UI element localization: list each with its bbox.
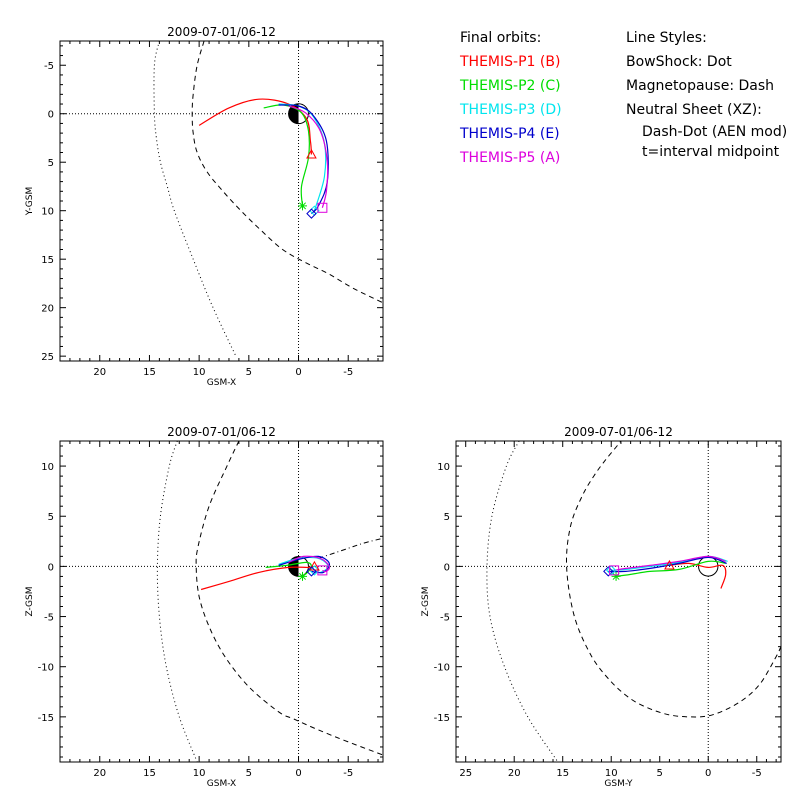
- y-tick-label: 15: [41, 255, 54, 266]
- y-tick-label: -15: [434, 713, 450, 724]
- y-tick-label: 10: [41, 462, 54, 473]
- plot-frame: [59, 440, 384, 763]
- panel-xz: 20 15 10 5 0 -5 10 5 0 -5 -10 -15 2009-07-01/06-12 GS…: [25, 425, 384, 789]
- bowshock-curve: [486, 441, 559, 762]
- x-tick-label: 10: [193, 367, 206, 378]
- orbit-end-marker-1: [306, 148, 317, 159]
- orbit-end-marker-5: [609, 565, 620, 576]
- x-tick-label: 15: [143, 367, 156, 378]
- orbit-4: [278, 555, 331, 574]
- legend-entry-p3: THEMIS-P3 (D): [460, 102, 562, 118]
- x-tick-label: 20: [93, 768, 106, 779]
- orbit-end-marker-5: [317, 202, 328, 213]
- magnetopause-curve: [191, 41, 383, 304]
- x-tick-label: -5: [343, 768, 353, 779]
- x-tick-label: 0: [705, 768, 711, 779]
- y-tick-label: 0: [48, 562, 54, 573]
- legend-style-magnetopause: Magnetopause: Dash: [626, 78, 775, 94]
- y-tick-label: 10: [437, 462, 450, 473]
- plot-frame: [455, 440, 782, 763]
- x-axis-label: GSM-X: [207, 378, 236, 388]
- orbit-2: [616, 560, 726, 577]
- plot-frame: [59, 40, 384, 362]
- y-tick-label: -5: [44, 61, 54, 72]
- panel-yz: 25 20 15 10 5 0 -5 10 5 0 -5 -10 -15 2009-07-01/06-12…: [421, 425, 782, 789]
- orbit-5: [288, 105, 329, 208]
- y-axis-label: Y-GSM: [25, 187, 35, 216]
- y-tick-label: -5: [440, 613, 450, 624]
- orbit-2: [265, 561, 312, 577]
- legend-style-dashdot: Dash-Dot (AEN mod): [642, 124, 788, 140]
- plot-title: 2009-07-01/06-12: [167, 25, 276, 39]
- y-tick-label: 20: [41, 304, 54, 315]
- orbit-5: [614, 555, 726, 571]
- x-tick-label: 0: [295, 367, 301, 378]
- y-axis-label: Z-GSM: [421, 586, 431, 616]
- x-tick-label: 15: [143, 768, 156, 779]
- orbit-4: [608, 556, 727, 573]
- orbit-end-marker-4: [306, 208, 317, 219]
- orbit-end-marker-1: [664, 559, 675, 570]
- x-axis-label: GSM-X: [207, 779, 236, 789]
- panel-plot-area-yz: [456, 441, 781, 762]
- x-tick-label: 5: [246, 367, 252, 378]
- y-tick-label: -10: [38, 663, 54, 674]
- x-tick-label: 0: [295, 768, 301, 779]
- panel-plot-area-xy: [60, 41, 383, 361]
- y-tick-label: 5: [444, 512, 450, 523]
- orbit-end-marker-2: [297, 201, 307, 211]
- magnetopause-curve: [565, 441, 781, 718]
- orbit-4: [278, 104, 329, 215]
- orbit-end-marker-4: [603, 566, 614, 577]
- plot-title: 2009-07-01/06-12: [167, 425, 276, 439]
- legend-line-styles: Line Styles: BowShock: Dot Magnetopause:…: [626, 26, 787, 162]
- magnetopause-curve: [195, 441, 383, 756]
- legend-style-midpoint: t=interval midpoint: [642, 144, 780, 160]
- orbit-1: [669, 562, 727, 589]
- x-tick-label: 10: [193, 768, 206, 779]
- x-tick-label: 20: [93, 367, 106, 378]
- y-tick-label: 10: [41, 207, 54, 218]
- legend-entry-p5: THEMIS-P5 (A): [460, 150, 561, 166]
- y-tick-label: 5: [48, 512, 54, 523]
- y-tick-label: -10: [434, 663, 450, 674]
- legend-style-bowshock: BowShock: Dot: [626, 54, 732, 70]
- orbit-5: [288, 555, 331, 573]
- x-tick-label: -5: [343, 367, 353, 378]
- panel-xy: 20 15 10 5 0 -5 -5 0 5 10 15 20 25 2009-07-01/06-12 GS…: [25, 25, 384, 388]
- bowshock-curve: [156, 441, 198, 762]
- orbit-end-marker-2: [297, 571, 307, 581]
- neutral-sheet-curve: [318, 537, 383, 559]
- legend-styles-title: Line Styles:: [626, 30, 707, 46]
- legend-final-orbits: Final orbits: THEMIS-P1 (B) THEMIS-P2 (C…: [460, 26, 562, 170]
- legend-entry-p2: THEMIS-P2 (C): [460, 78, 561, 94]
- panel-plot-area-xz: [60, 441, 383, 762]
- y-tick-label: -15: [38, 713, 54, 724]
- x-tick-label: 5: [657, 768, 663, 779]
- plot-title: 2009-07-01/06-12: [564, 425, 673, 439]
- bowshock-curve: [153, 41, 237, 357]
- x-tick-label: -5: [752, 768, 762, 779]
- x-tick-label: 25: [459, 768, 472, 779]
- y-axis-label: Z-GSM: [25, 586, 35, 616]
- x-tick-label: 15: [556, 768, 569, 779]
- x-axis-label: GSM-Y: [604, 779, 633, 789]
- x-tick-label: 20: [508, 768, 521, 779]
- y-tick-label: 0: [48, 110, 54, 121]
- y-tick-label: -5: [44, 613, 54, 624]
- x-tick-label: 5: [246, 768, 252, 779]
- orbit-end-marker-4: [306, 566, 317, 577]
- y-tick-label: 0: [444, 562, 450, 573]
- orbit-end-marker-2: [611, 571, 621, 581]
- x-tick-label: 10: [605, 768, 618, 779]
- legend-style-neutral-sheet: Neutral Sheet (XZ):: [626, 102, 762, 118]
- legend-orbits-title: Final orbits:: [460, 30, 542, 46]
- legend-entry-p4: THEMIS-P4 (E): [460, 126, 560, 142]
- y-tick-label: 25: [41, 352, 54, 363]
- orbit-1: [200, 565, 315, 591]
- legend-entry-p1: THEMIS-P1 (B): [460, 54, 561, 70]
- y-tick-label: 5: [48, 158, 54, 169]
